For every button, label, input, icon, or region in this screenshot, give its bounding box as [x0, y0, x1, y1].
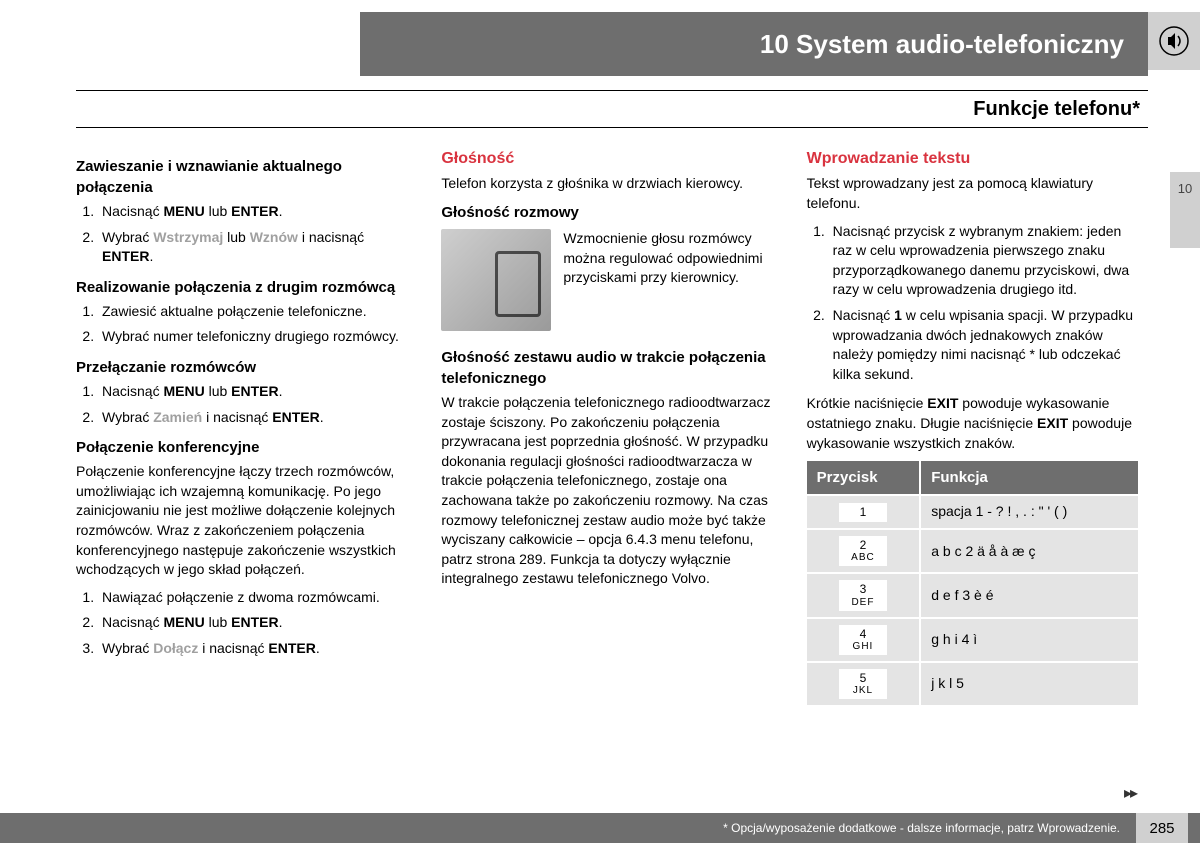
sec-heading: Zawieszanie i wznawianie aktualnego połą…: [76, 156, 407, 198]
column-1: Zawieszanie i wznawianie aktualnego połą…: [76, 148, 407, 705]
keypad-button-icon: 3DEF: [839, 580, 887, 610]
sec-heading: Przełączanie rozmówców: [76, 357, 407, 378]
key-cell: 1: [807, 495, 921, 529]
sec4-steps: Nawiązać połączenie z dwoma rozmówcami. …: [76, 588, 407, 659]
th-function: Funkcja: [920, 461, 1138, 495]
page-number: 285: [1136, 813, 1188, 843]
column-2: Głośność Telefon korzysta z głośnika w d…: [441, 148, 772, 705]
keypad-button-icon: 2ABC: [839, 536, 887, 566]
list-item: Zawiesić aktualne połączenie telefoniczn…: [98, 302, 407, 322]
sec-heading: Realizowanie połączenia z drugim rozmówc…: [76, 277, 407, 298]
paragraph: Telefon korzysta z głośnika w drzwiach k…: [441, 174, 772, 194]
paragraph: Połączenie konferencyjne łączy trzech ro…: [76, 462, 407, 580]
page-title-text: Funkcje telefonu*: [973, 98, 1140, 120]
key-cell: 2ABC: [807, 529, 921, 573]
table-row: 5JKL j k l 5: [807, 662, 1138, 705]
function-cell: d e f 3 è é: [920, 573, 1138, 617]
function-cell: spacja 1 - ? ! , . : " ' ( ): [920, 495, 1138, 529]
key-cell: 5JKL: [807, 662, 921, 705]
table-row: 2ABC a b c 2 ä å à æ ç: [807, 529, 1138, 573]
list-item: Nacisnąć MENU lub ENTER.: [98, 382, 407, 402]
side-tab-number: 10: [1178, 180, 1192, 198]
chapter-header: 10 System audio-telefoniczny: [360, 12, 1148, 76]
continue-icon: ▸▸: [1124, 783, 1136, 805]
sec-heading: Głośność zestawu audio w trakcie połącze…: [441, 347, 772, 389]
paragraph: W trakcie połączenia telefonicznego radi…: [441, 393, 772, 589]
list-item: Nawiązać połączenie z dwoma rozmówcami.: [98, 588, 407, 608]
th-button: Przycisk: [807, 461, 921, 495]
red-heading: Wprowadzanie tekstu: [807, 148, 1138, 170]
chapter-title: System audio-telefoniczny: [796, 29, 1124, 59]
footer: * Opcja/wyposażenie dodatkowe - dalsze i…: [0, 813, 1200, 843]
key-cell: 3DEF: [807, 573, 921, 617]
list-item: Wybrać Zamień i nacisnąć ENTER.: [98, 408, 407, 428]
image-with-caption: Wzmocnienie głosu rozmówcy można regulow…: [441, 229, 772, 331]
table-row: 3DEF d e f 3 è é: [807, 573, 1138, 617]
sec1-steps: Nacisnąć MENU lub ENTER. Wybrać Wstrzyma…: [76, 202, 407, 267]
keypad-button-icon: 4GHI: [839, 625, 887, 655]
side-chapter-tab: 10: [1170, 172, 1200, 248]
col3-steps: Nacisnąć przycisk z wybranym znakiem: je…: [807, 222, 1138, 385]
steering-wheel-controls-image: [441, 229, 551, 331]
function-cell: g h i 4 ì: [920, 618, 1138, 662]
paragraph: Tekst wprowadzany jest za pomocą klawiat…: [807, 174, 1138, 213]
keypad-button-icon: 5JKL: [839, 669, 887, 699]
table-row: 4GHI g h i 4 ì: [807, 618, 1138, 662]
image-caption: Wzmocnienie głosu rozmówcy można regulow…: [563, 229, 772, 288]
list-item: Wybrać Wstrzymaj lub Wznów i nacisnąć EN…: [98, 228, 407, 267]
paragraph: Krótkie naciśnięcie EXIT powoduje wykaso…: [807, 394, 1138, 453]
key-cell: 4GHI: [807, 618, 921, 662]
sec3-steps: Nacisnąć MENU lub ENTER. Wybrać Zamień i…: [76, 382, 407, 427]
table-row: 1 spacja 1 - ? ! , . : " ' ( ): [807, 495, 1138, 529]
red-heading: Głośność: [441, 148, 772, 170]
list-item: Nacisnąć przycisk z wybranym znakiem: je…: [829, 222, 1138, 300]
chapter-number: 10: [760, 29, 789, 59]
sec2-steps: Zawiesić aktualne połączenie telefoniczn…: [76, 302, 407, 347]
sec-heading: Połączenie konferencyjne: [76, 437, 407, 458]
keypad-button-icon: 1: [839, 503, 887, 522]
function-cell: a b c 2 ä å à æ ç: [920, 529, 1138, 573]
content-columns: Zawieszanie i wznawianie aktualnego połą…: [76, 148, 1138, 705]
keypad-table: Przycisk Funkcja 1 spacja 1 - ? ! , . : "…: [807, 461, 1138, 705]
function-cell: j k l 5: [920, 662, 1138, 705]
list-item: Wybrać numer telefoniczny drugiego rozmó…: [98, 327, 407, 347]
list-item: Nacisnąć MENU lub ENTER.: [98, 613, 407, 633]
audio-icon: [1148, 12, 1200, 70]
column-3: Wprowadzanie tekstu Tekst wprowadzany je…: [807, 148, 1138, 705]
sec-heading: Głośność rozmowy: [441, 202, 772, 223]
footer-note: * Opcja/wyposażenie dodatkowe - dalsze i…: [723, 820, 1120, 837]
page-title: Funkcje telefonu*: [76, 90, 1148, 128]
list-item: Nacisnąć MENU lub ENTER.: [98, 202, 407, 222]
list-item: Nacisnąć 1 w celu wpisania spacji. W prz…: [829, 306, 1138, 384]
list-item: Wybrać Dołącz i nacisnąć ENTER.: [98, 639, 407, 659]
